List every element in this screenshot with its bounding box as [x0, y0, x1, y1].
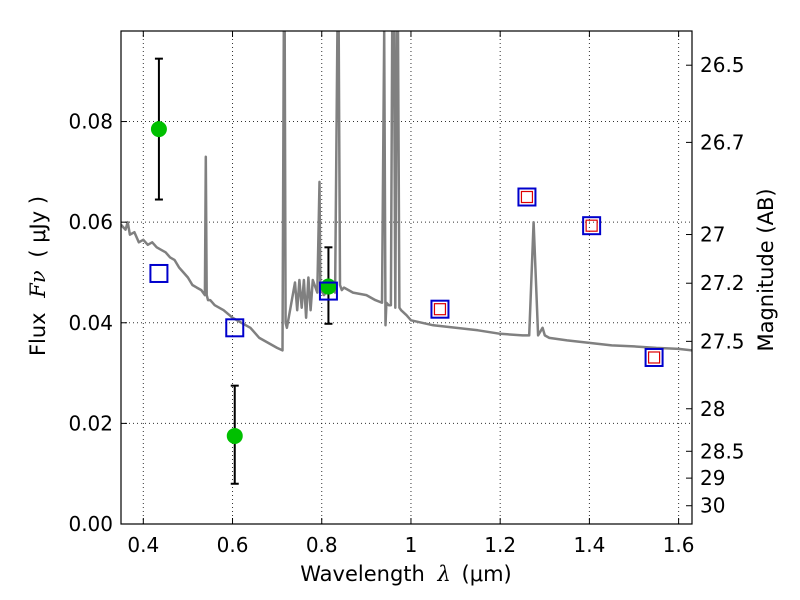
x-tick-label: 0.6 [217, 533, 249, 557]
x-tick-label: 1.2 [484, 533, 516, 557]
axes-ticks: 0.4 0.6 0.8 1 1.2 1.4 1.6 0.00 0.02 0.04 0.06 0.08 2… [68, 31, 745, 557]
plot-area [121, 31, 692, 485]
x-tick-label: 0.8 [306, 533, 338, 557]
model-photometry-square [644, 347, 664, 367]
model-photometry-inner-square [433, 303, 447, 316]
x-axis-label: Wavelength λ (μm) [300, 562, 511, 586]
model-photometry-square [318, 281, 338, 301]
data-marks [121, 31, 692, 485]
x-axis-label-text: Wavelength [300, 562, 425, 586]
y-tick-label: 0.04 [68, 311, 113, 335]
model-photometry-square [582, 216, 602, 236]
model-photometry-square [517, 187, 537, 207]
y-tick-label: 0.08 [68, 110, 113, 134]
observed-point [320, 278, 337, 295]
x-tick-label: 0.4 [127, 533, 159, 557]
plot-frame [120, 30, 693, 525]
y-tick-label: 0.02 [68, 411, 113, 435]
y-axis-label-symbol: Fν [26, 270, 50, 299]
x-tick-label: 1 [405, 533, 418, 557]
right-axis-label: Magnitude (AB) [754, 188, 778, 351]
mag-tick-label: 28.5 [700, 439, 745, 463]
mag-tick-label: 27.5 [700, 329, 745, 353]
x-axis-label-symbol: λ [437, 562, 451, 586]
y-axis-label-unit: ( μJy ) [26, 196, 50, 258]
sed-model-line [121, 31, 692, 352]
y-tick-label: 0.06 [68, 210, 113, 234]
mag-tick-label: 26.5 [700, 53, 745, 77]
model-photometry-inner-square [647, 351, 661, 364]
mag-tick-label: 27.2 [700, 271, 745, 295]
observed-point [226, 427, 243, 444]
model-photometry-inner-square [585, 219, 598, 232]
x-axis-label-unit: (μm) [462, 562, 512, 586]
x-tick-label: 1.6 [663, 533, 695, 557]
mag-tick-label: 30 [700, 494, 725, 518]
model-photometry-square [149, 263, 169, 283]
model-photometry-square [225, 318, 245, 338]
observed-point [150, 121, 167, 138]
model-photometry-square [430, 299, 450, 319]
mag-tick-label: 28 [700, 397, 725, 421]
model-photometry-inner-square [520, 190, 534, 204]
y-axis-label-text: Flux [26, 312, 50, 356]
y-tick-label: 0.00 [68, 512, 113, 536]
y-axis-label: Flux Fν ( μJy ) [26, 196, 50, 356]
mag-tick-label: 26.7 [700, 130, 745, 154]
mag-tick-label: 27 [700, 223, 725, 247]
mag-tick-label: 29 [700, 466, 725, 490]
x-tick-label: 1.4 [573, 533, 605, 557]
